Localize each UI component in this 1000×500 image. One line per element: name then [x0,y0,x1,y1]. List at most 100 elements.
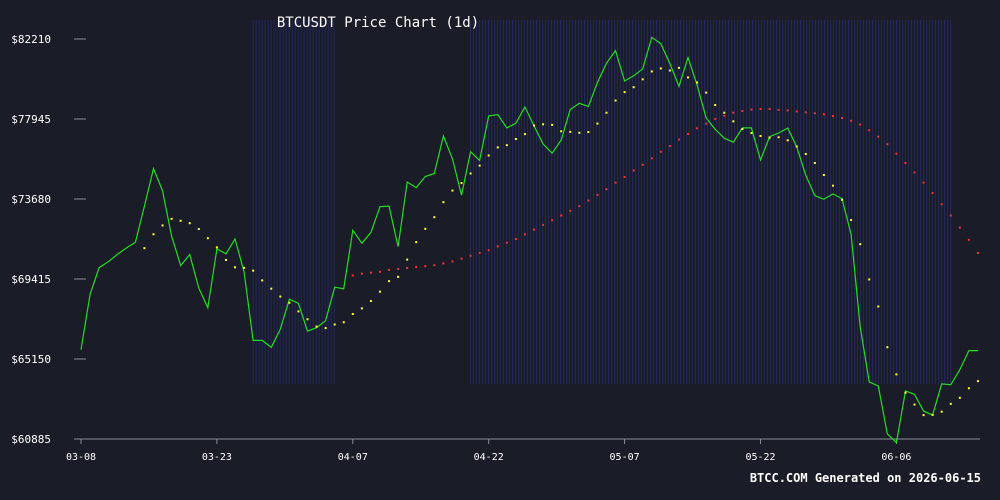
short-ma-point [388,280,391,283]
short-ma-point [270,287,273,290]
price-series [80,36,978,444]
long-ma-point [723,114,726,117]
long-ma-point [886,143,889,146]
long-ma-point [451,260,454,263]
short-ma-point [505,144,508,147]
short-ma-point [324,327,327,330]
short-ma-point [179,219,182,222]
long-ma-point [442,262,445,265]
short-ma-point [542,123,545,126]
long-ma-point [732,111,735,114]
short-ma-point [940,410,943,413]
long-ma-point [813,112,816,115]
short-ma-point [560,130,563,133]
long-ma-point [415,266,418,269]
long-ma-point [922,181,925,184]
short-ma-point [768,136,771,139]
short-ma-point [523,133,526,136]
long-ma-point [614,181,617,184]
x-tick-label: 06-06 [881,452,911,463]
short-ma-point [850,219,853,222]
long-ma-point [623,176,626,179]
long-ma-point [587,199,590,202]
short-ma-point [469,172,472,175]
axes: $82210 $77945 $73680 $69415 $65150 $60885 03-0… [11,33,980,463]
long-ma-point [388,268,391,271]
long-ma-point [551,219,554,222]
short-ma-point [614,99,617,102]
short-ma-point [777,136,780,139]
long-ma-point [759,107,762,110]
short-ma-point [170,217,173,220]
short-ma-point [342,321,345,324]
short-ma-point [967,387,970,390]
long-ma-point [460,257,463,260]
price-line [80,36,978,444]
short-ma-point [949,402,952,405]
long-ma-point [369,271,372,274]
short-ma-point [460,182,463,185]
short-ma-point [206,237,209,240]
long-ma-point [406,267,409,270]
long-ma-point [831,115,834,118]
short-ma-point [677,66,680,69]
short-ma-point [442,201,445,204]
short-ma-point [958,396,961,399]
short-ma-point [360,307,363,310]
long-ma-point [904,161,907,164]
long-ma-point [696,127,699,130]
short-ma-point [197,228,200,231]
short-ma-point [161,224,164,227]
long-ma-point [605,188,608,191]
long-ma-point [931,191,934,194]
short-ma-point [723,111,726,114]
long-ma-point [868,129,871,132]
short-ma-point [496,146,499,149]
short-ma-point [813,161,816,164]
short-ma-point [306,318,309,321]
long-ma-point [777,108,780,111]
short-ma-point [569,130,572,133]
long-ma-point [949,214,952,217]
short-ma-point [750,131,753,134]
short-ma-point [369,300,372,303]
long-ma-point [850,119,853,122]
long-ma-point [913,171,916,174]
long-ma-point [351,274,354,277]
long-ma-point [542,223,545,226]
short-ma-point [841,198,844,201]
short-ma-point [886,346,889,349]
short-ma-point [623,91,626,94]
long-ma-point [424,265,427,268]
long-ma-point [578,205,581,208]
long-ma-point [741,110,744,113]
short-ma-point [188,222,191,225]
long-ma-point [360,272,363,275]
short-ma-point [632,86,635,89]
long-ma-point [505,241,508,244]
long-ma-point [397,267,400,270]
short-ma-point [741,128,744,131]
long-ma-point [895,152,898,155]
chart-title: BTCUSDT Price Chart (1d) [277,15,479,31]
long-ma-point [822,113,825,116]
short-ma-point [451,189,454,192]
short-ma-point [578,131,581,134]
short-ma-point [895,373,898,376]
short-ma-point [406,258,409,261]
short-ma-point [397,275,400,278]
short-ma-point [487,154,490,157]
long-ma-point [795,110,798,113]
x-tick-label: 05-22 [745,452,775,463]
short-ma-point [822,173,825,176]
short-ma-point [976,380,979,383]
short-ma-point [378,290,381,293]
short-ma-point [641,78,644,81]
short-ma-point [424,227,427,230]
short-ma-point [288,301,291,304]
long-ma-point [533,228,535,231]
long-ma-point [478,252,481,255]
short-ma-point [859,243,862,246]
short-ma-point [904,391,907,394]
short-ma-point [224,258,227,261]
